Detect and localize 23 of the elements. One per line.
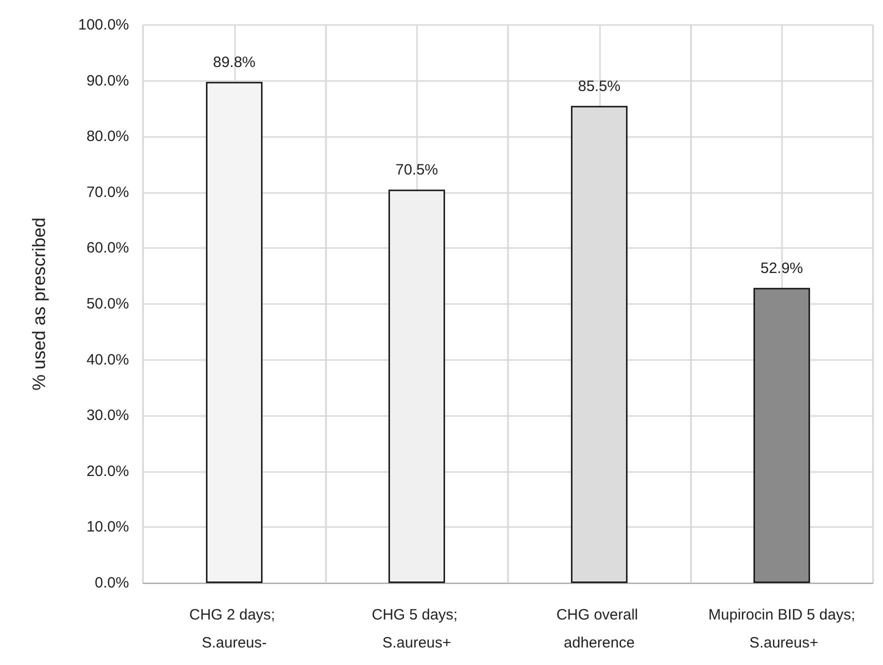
- bar: [388, 190, 446, 583]
- x-tick-label: Mupirocin BID 5 days; S.aureus+: [708, 606, 856, 652]
- y-tick-label: 50.0%: [86, 296, 129, 312]
- x-tick-label: CHG overall adherence: [556, 606, 642, 652]
- y-tick-label: 80.0%: [86, 128, 129, 146]
- y-tick-label: 20.0%: [86, 462, 129, 480]
- bar: [206, 82, 263, 583]
- y-tick-label: 10.0%: [86, 518, 129, 536]
- y-tick-label: 0.0%: [94, 574, 129, 592]
- y-tick-label: 70.0%: [86, 184, 129, 201]
- y-tick-label: 30.0%: [86, 407, 129, 424]
- y-axis-title: % used as prescribed: [29, 217, 49, 391]
- bar: [753, 288, 810, 583]
- data-label: 89.8%: [212, 54, 256, 71]
- y-tick-label: 60.0%: [86, 240, 129, 257]
- y-tick-label: 90.0%: [86, 72, 129, 90]
- data-label: 85.5%: [578, 78, 621, 95]
- x-tick-label: CHG 2 days; S.aureus-: [189, 606, 280, 652]
- y-tick-label: 100.0%: [78, 16, 129, 34]
- y-tick-label: 40.0%: [86, 351, 129, 368]
- data-label: 70.5%: [395, 162, 438, 179]
- data-label: 52.9%: [760, 260, 804, 277]
- x-tick-label: CHG 5 days; S.aureus+: [372, 606, 462, 652]
